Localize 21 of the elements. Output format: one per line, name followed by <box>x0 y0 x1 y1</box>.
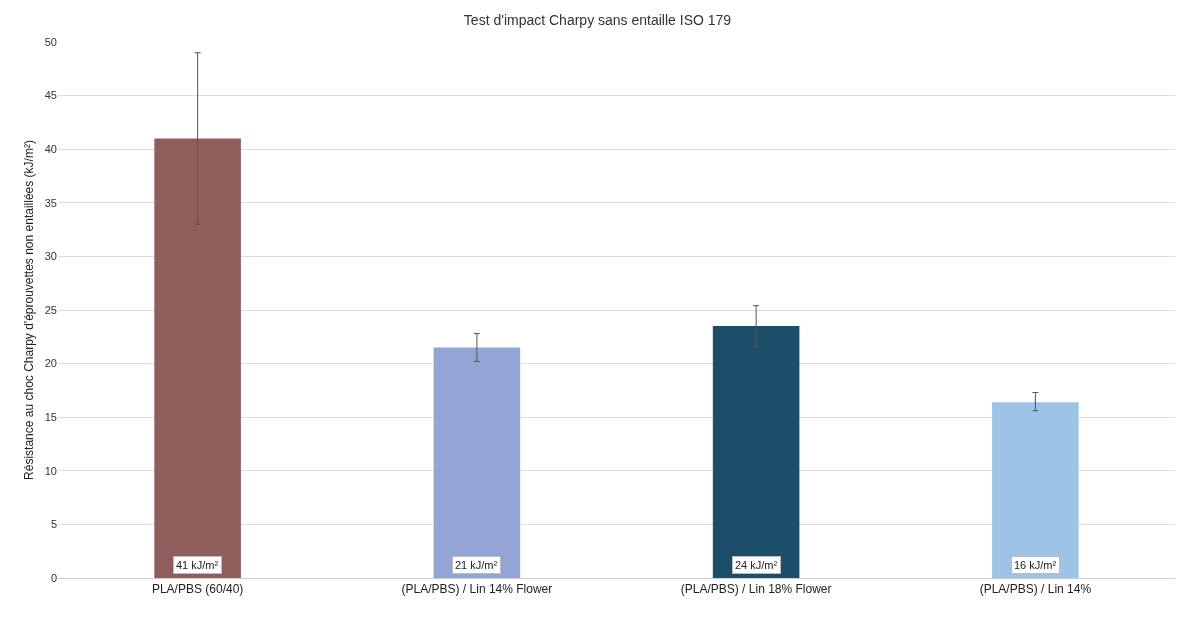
y-tick-label: 5 <box>50 518 57 531</box>
y-tick-label: 45 <box>44 89 57 102</box>
y-axis-title: Résistance au choc Charpy d'éprouvettes non entaillées (kJ/m²) <box>22 140 37 480</box>
x-tick-label: (PLA/PBS) / Lin 18% Flower <box>680 582 832 597</box>
y-tick-label: 30 <box>44 250 57 263</box>
y-tick-label: 20 <box>44 357 57 370</box>
y-tick-label: 15 <box>44 411 57 424</box>
y-tick-label: 0 <box>50 571 57 584</box>
y-tick-label: 40 <box>44 143 57 156</box>
data-label: 16 kJ/m² <box>1014 559 1057 571</box>
y-tick-label: 10 <box>44 464 57 477</box>
y-tick-label: 25 <box>44 303 57 316</box>
x-tick-label: (PLA/PBS) / Lin 14% Flower <box>401 582 553 597</box>
data-label: 41 kJ/m² <box>176 559 219 571</box>
y-tick-label: 50 <box>44 35 57 48</box>
y-tick-label: 35 <box>44 196 57 209</box>
x-tick-label: (PLA/PBS) / Lin 14% <box>979 582 1092 597</box>
chart-title: Test d'impact Charpy sans entaille ISO 179 <box>463 12 732 29</box>
x-tick-label: PLA/PBS (60/40) <box>151 582 244 597</box>
data-label: 24 kJ/m² <box>735 559 778 571</box>
data-label: 21 kJ/m² <box>455 559 498 571</box>
